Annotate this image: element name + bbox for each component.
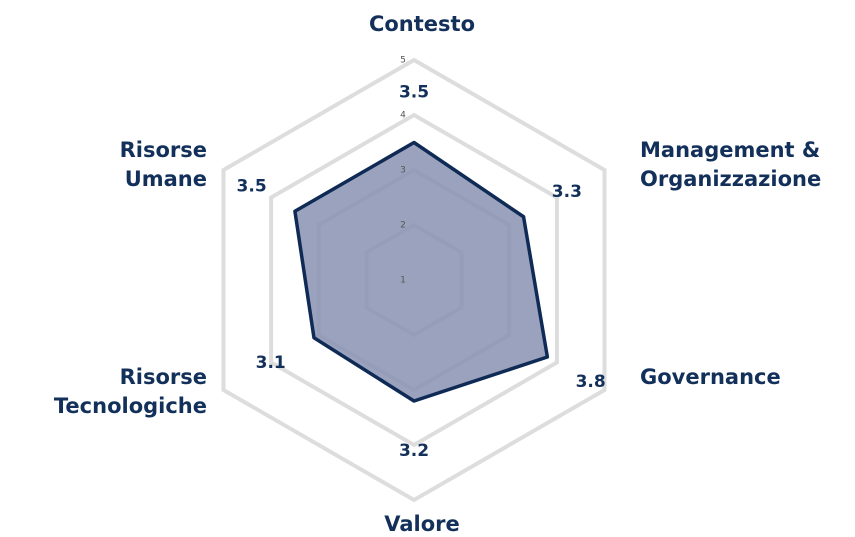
axis-label: Valore	[384, 512, 460, 536]
tick-label: 3	[400, 166, 406, 176]
value-label: 3.5	[237, 176, 267, 196]
radar-area	[293, 140, 550, 403]
tick-label: 1	[400, 276, 406, 286]
value-label: 3.3	[552, 182, 582, 202]
value-label: 3.2	[399, 441, 429, 461]
axis-label: Governance	[640, 365, 781, 389]
tick-label: 2	[400, 221, 406, 231]
axis-label: Contesto	[368, 12, 476, 36]
axis-label: Risorse Umane	[119, 138, 207, 191]
grid-ring	[221, 57, 607, 503]
tick-label: 5	[400, 56, 406, 66]
value-label: 3.8	[576, 372, 606, 392]
value-label: 3.5	[399, 83, 429, 103]
axis-label: Risorse Tecnologiche	[53, 365, 207, 418]
value-label: 3.1	[256, 353, 286, 373]
grid-ring	[269, 112, 559, 448]
tick-label: 4	[400, 111, 406, 121]
axis-label: Management & Organizzazione	[640, 138, 822, 191]
